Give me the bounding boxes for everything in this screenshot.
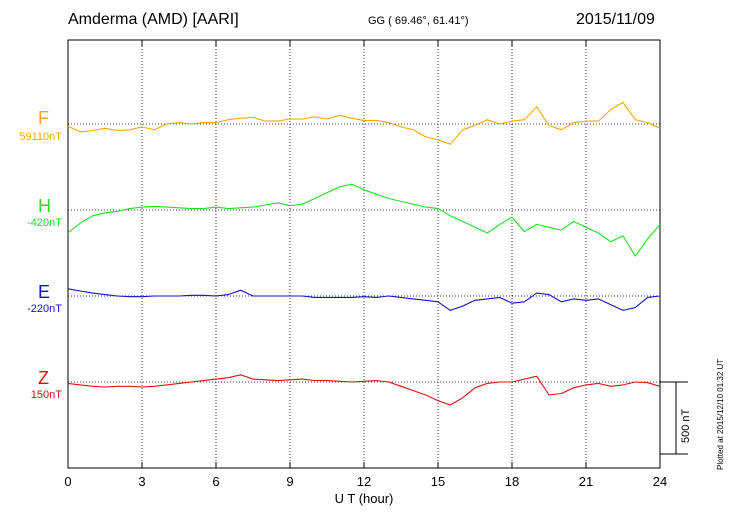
baseline-label-h: -420nT bbox=[27, 217, 62, 229]
x-tick-label: 3 bbox=[138, 474, 145, 489]
x-tick-label: 9 bbox=[286, 474, 293, 489]
x-tick-label: 21 bbox=[579, 474, 593, 489]
series-line-z bbox=[67, 374, 661, 406]
component-label-f: F bbox=[38, 108, 49, 128]
x-axis-label: U T (hour) bbox=[335, 491, 394, 506]
series-line-h bbox=[67, 183, 661, 257]
geographic-coordinates: GG ( 69.46°, 61.41°) bbox=[368, 15, 469, 27]
baseline-label-e: -220nT bbox=[27, 303, 62, 315]
series-line-e bbox=[67, 288, 661, 311]
plotted-timestamp: Plotted at 2015/12/10 01:32 UT bbox=[716, 358, 725, 470]
scale-bar-label: 500 nT bbox=[680, 408, 692, 443]
station-title: Amderma (AMD) [AARI] bbox=[68, 11, 239, 28]
series-line-f bbox=[67, 101, 661, 145]
x-tick-label: 0 bbox=[64, 474, 71, 489]
x-tick-label: 6 bbox=[212, 474, 219, 489]
component-label-e: E bbox=[38, 282, 51, 302]
x-tick-label: 24 bbox=[653, 474, 667, 489]
component-label-z: Z bbox=[38, 368, 49, 388]
x-tick-label: 15 bbox=[431, 474, 445, 489]
component-label-h: H bbox=[38, 196, 51, 216]
x-tick-label: 12 bbox=[357, 474, 371, 489]
baseline-label-z: 150nT bbox=[30, 389, 62, 401]
x-tick-label: 18 bbox=[505, 474, 519, 489]
plot-date: 2015/11/09 bbox=[576, 11, 655, 28]
baseline-label-f: 59110nT bbox=[19, 131, 62, 143]
